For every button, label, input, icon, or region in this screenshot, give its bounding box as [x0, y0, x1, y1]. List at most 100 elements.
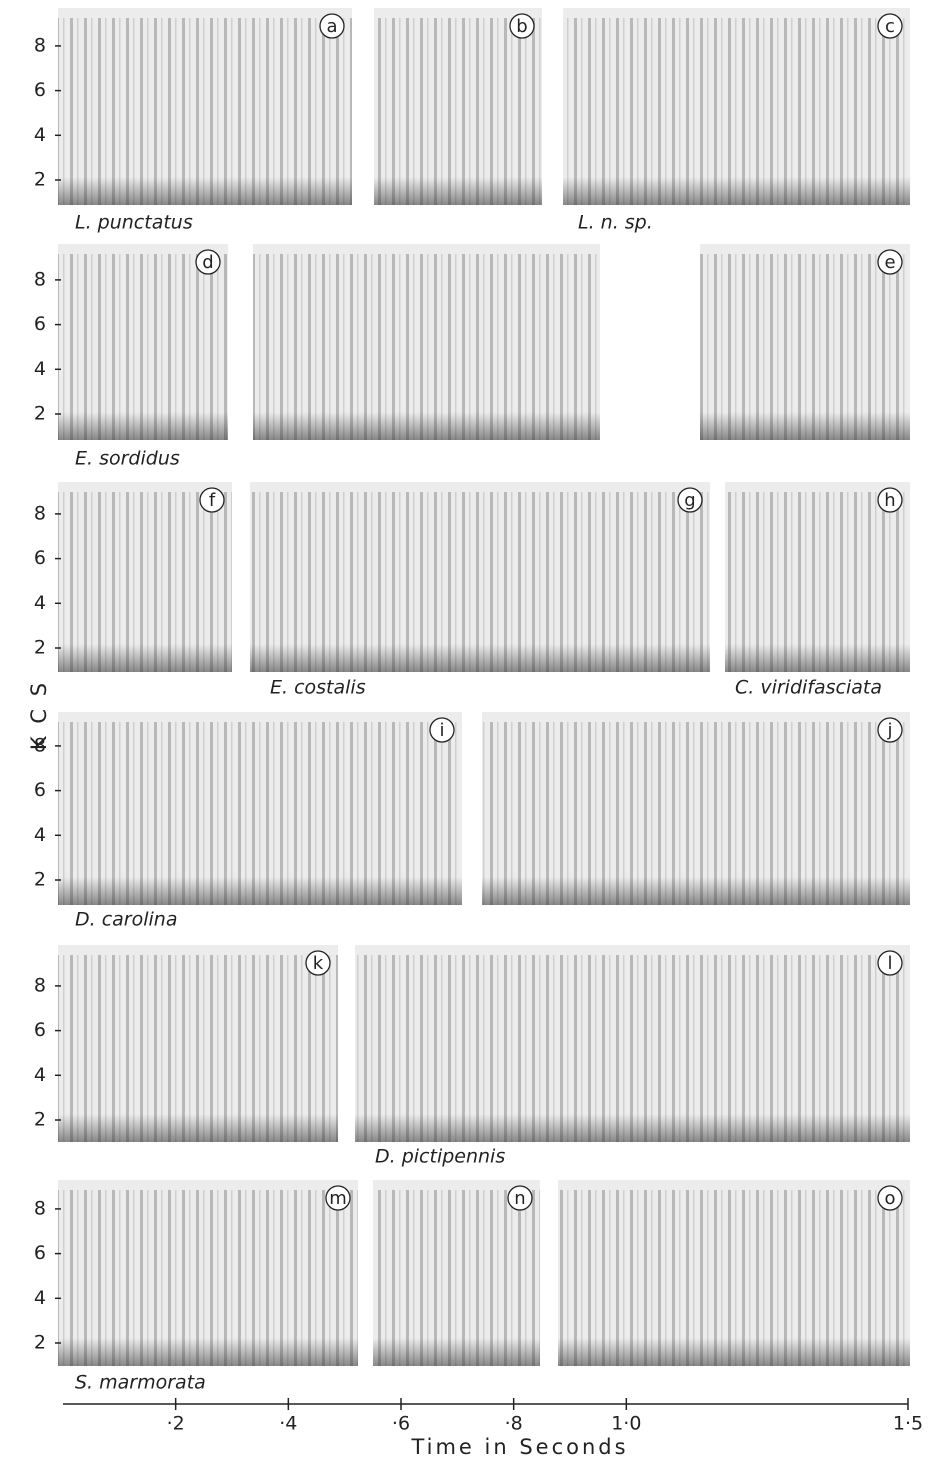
y-tick-label: 6 — [34, 547, 46, 569]
spectrogram-floor — [725, 644, 910, 672]
species-label: L. n. sp. — [578, 212, 653, 234]
spectrogram-floor — [58, 877, 462, 905]
spectrogram-streaks — [700, 254, 910, 440]
y-tick-label: 8 — [34, 268, 46, 290]
x-tick-label: ·6 — [392, 1413, 410, 1435]
spectrogram-floor — [250, 644, 710, 672]
panel-letter-circle — [677, 487, 703, 513]
panel-letter-circle — [507, 1185, 533, 1211]
spectrogram-streaks — [58, 492, 232, 672]
spectrogram-streaks — [355, 955, 910, 1142]
y-tick-label: 8 — [34, 502, 46, 524]
panel-letter-circle — [319, 13, 345, 39]
panel-letter: e — [884, 252, 895, 273]
y-tick-label: 6 — [34, 1242, 46, 1264]
spectrogram-floor — [58, 1338, 358, 1366]
spectrogram-streaks — [58, 254, 228, 440]
spectrogram-floor — [563, 177, 910, 205]
y-tick-label: 4 — [34, 124, 46, 146]
panel-letter: a — [326, 16, 337, 37]
x-tick-label: 1·5 — [893, 1413, 923, 1435]
spectrogram-floor — [58, 412, 228, 440]
spectrogram-floor — [355, 1114, 910, 1142]
species-label: S. marmorata — [75, 1372, 206, 1394]
y-tick-label: 4 — [34, 1064, 46, 1086]
spectrogram-streaks — [58, 18, 352, 205]
spectrogram-streaks — [374, 18, 542, 205]
y-tick-label: 8 — [34, 974, 46, 996]
y-tick-label: 4 — [34, 1287, 46, 1309]
spectrogram-floor — [253, 412, 600, 440]
y-tick-label: 6 — [34, 779, 46, 801]
y-tick-label: 8 — [34, 34, 46, 56]
panel-letter: f — [209, 490, 216, 511]
y-tick-label: 2 — [34, 869, 46, 891]
panel-letter: j — [886, 720, 892, 741]
spectrogram-streaks — [58, 955, 338, 1142]
spectrogram-floor — [700, 412, 910, 440]
species-label: D. pictipennis — [375, 1146, 505, 1168]
panel-letter-circle — [429, 717, 455, 743]
panel-letter-circle — [305, 950, 331, 976]
panel-letter: g — [684, 490, 695, 511]
spectrogram-floor — [58, 1114, 338, 1142]
panel-letter-circle — [877, 950, 903, 976]
y-tick-label: 8 — [34, 734, 46, 756]
panel-letter-circle — [195, 249, 221, 275]
panel-letter: l — [887, 953, 892, 974]
y-tick-label: 6 — [34, 313, 46, 335]
spectrogram-streaks — [725, 492, 910, 672]
panel-letter-circle — [325, 1185, 351, 1211]
panel-letter: d — [202, 252, 213, 273]
y-tick-label: 4 — [34, 592, 46, 614]
panel-letter-circle — [877, 487, 903, 513]
panel-letter-circle — [509, 13, 535, 39]
panel-letter: n — [514, 1188, 525, 1209]
y-axis-label: K C S — [27, 680, 51, 750]
spectrogram-streaks — [58, 1190, 358, 1366]
species-label: E. costalis — [270, 677, 366, 699]
spectrogram-streaks — [250, 492, 710, 672]
panel-letter-circle — [877, 13, 903, 39]
x-tick-label: 1·0 — [611, 1413, 641, 1435]
panel-letter: c — [885, 16, 895, 37]
y-tick-label: 2 — [34, 1109, 46, 1131]
panel-letter-circle — [877, 249, 903, 275]
spectrogram-floor — [58, 177, 352, 205]
x-axis-label: Time in Seconds — [410, 1435, 628, 1459]
species-label: D. carolina — [75, 909, 177, 931]
spectrogram-streaks — [58, 722, 462, 905]
x-tick-label: ·8 — [505, 1413, 523, 1435]
species-label: E. sordidus — [75, 448, 180, 470]
spectrogram-floor — [482, 877, 910, 905]
panel-letter-circle — [199, 487, 225, 513]
y-tick-label: 6 — [34, 1019, 46, 1041]
spectrogram-streaks — [482, 722, 910, 905]
panel-letter: k — [313, 953, 324, 974]
species-label: C. viridifasciata — [735, 677, 882, 699]
y-tick-label: 4 — [34, 358, 46, 380]
y-tick-label: 6 — [34, 79, 46, 101]
y-tick-label: 2 — [34, 1332, 46, 1354]
panel-letter-circle — [877, 717, 903, 743]
spectrogram-floor — [374, 177, 542, 205]
x-tick-label: ·4 — [279, 1413, 297, 1435]
y-tick-label: 2 — [34, 403, 46, 425]
panel-letter: i — [439, 720, 444, 741]
y-tick-label: 4 — [34, 824, 46, 846]
spectrogram-floor — [58, 644, 232, 672]
panel-letter: b — [516, 16, 527, 37]
y-tick-label: 2 — [34, 169, 46, 191]
spectrogram-streaks — [253, 254, 600, 440]
spectrogram-floor — [558, 1338, 910, 1366]
panel-letter-circle — [877, 1185, 903, 1211]
x-tick-label: ·2 — [167, 1413, 185, 1435]
panel-letter: h — [884, 490, 895, 511]
panel-letter: o — [884, 1188, 895, 1209]
species-label: L. punctatus — [75, 212, 193, 234]
spectrogram-streaks — [373, 1190, 540, 1366]
y-tick-label: 8 — [34, 1197, 46, 1219]
spectrogram-floor — [373, 1338, 540, 1366]
panel-letter: m — [329, 1188, 347, 1209]
